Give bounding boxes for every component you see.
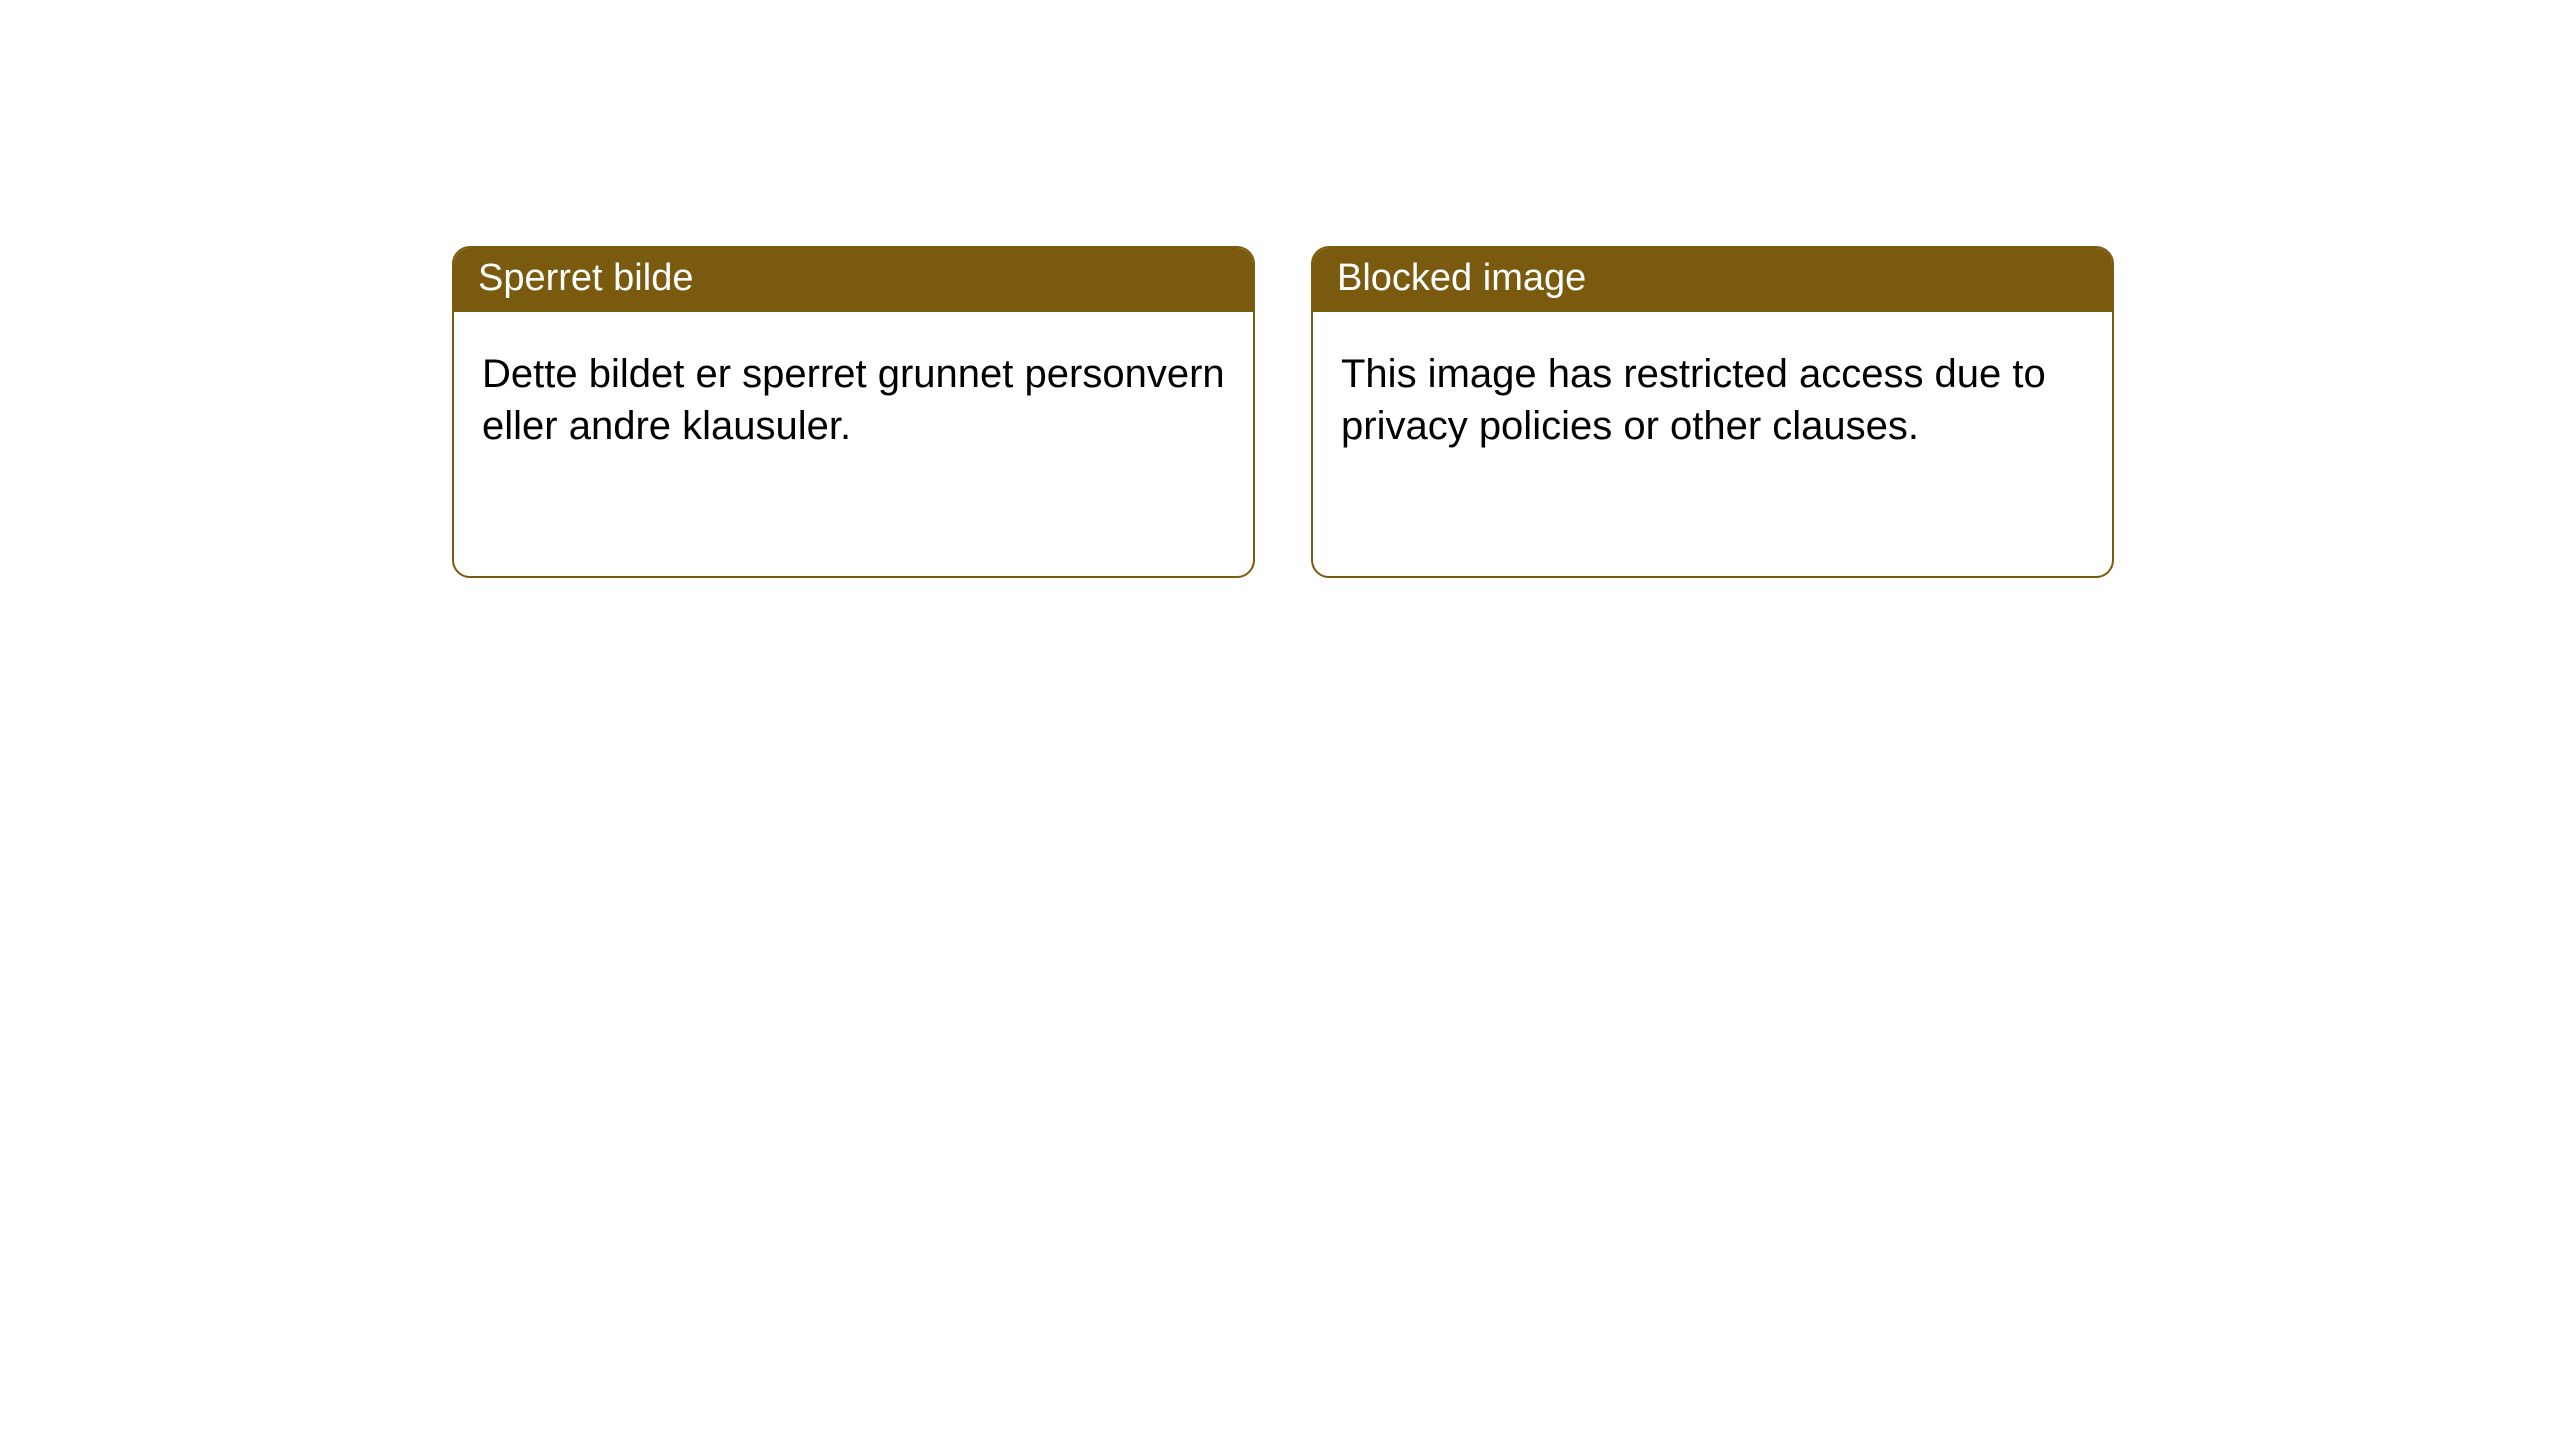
notice-body-en: This image has restricted access due to … [1313,312,2112,480]
notice-card-no: Sperret bilde Dette bildet er sperret gr… [452,246,1255,578]
notice-title-no: Sperret bilde [454,248,1253,312]
notice-card-en: Blocked image This image has restricted … [1311,246,2114,578]
notice-container: Sperret bilde Dette bildet er sperret gr… [0,0,2560,578]
notice-title-en: Blocked image [1313,248,2112,312]
notice-body-no: Dette bildet er sperret grunnet personve… [454,312,1253,480]
